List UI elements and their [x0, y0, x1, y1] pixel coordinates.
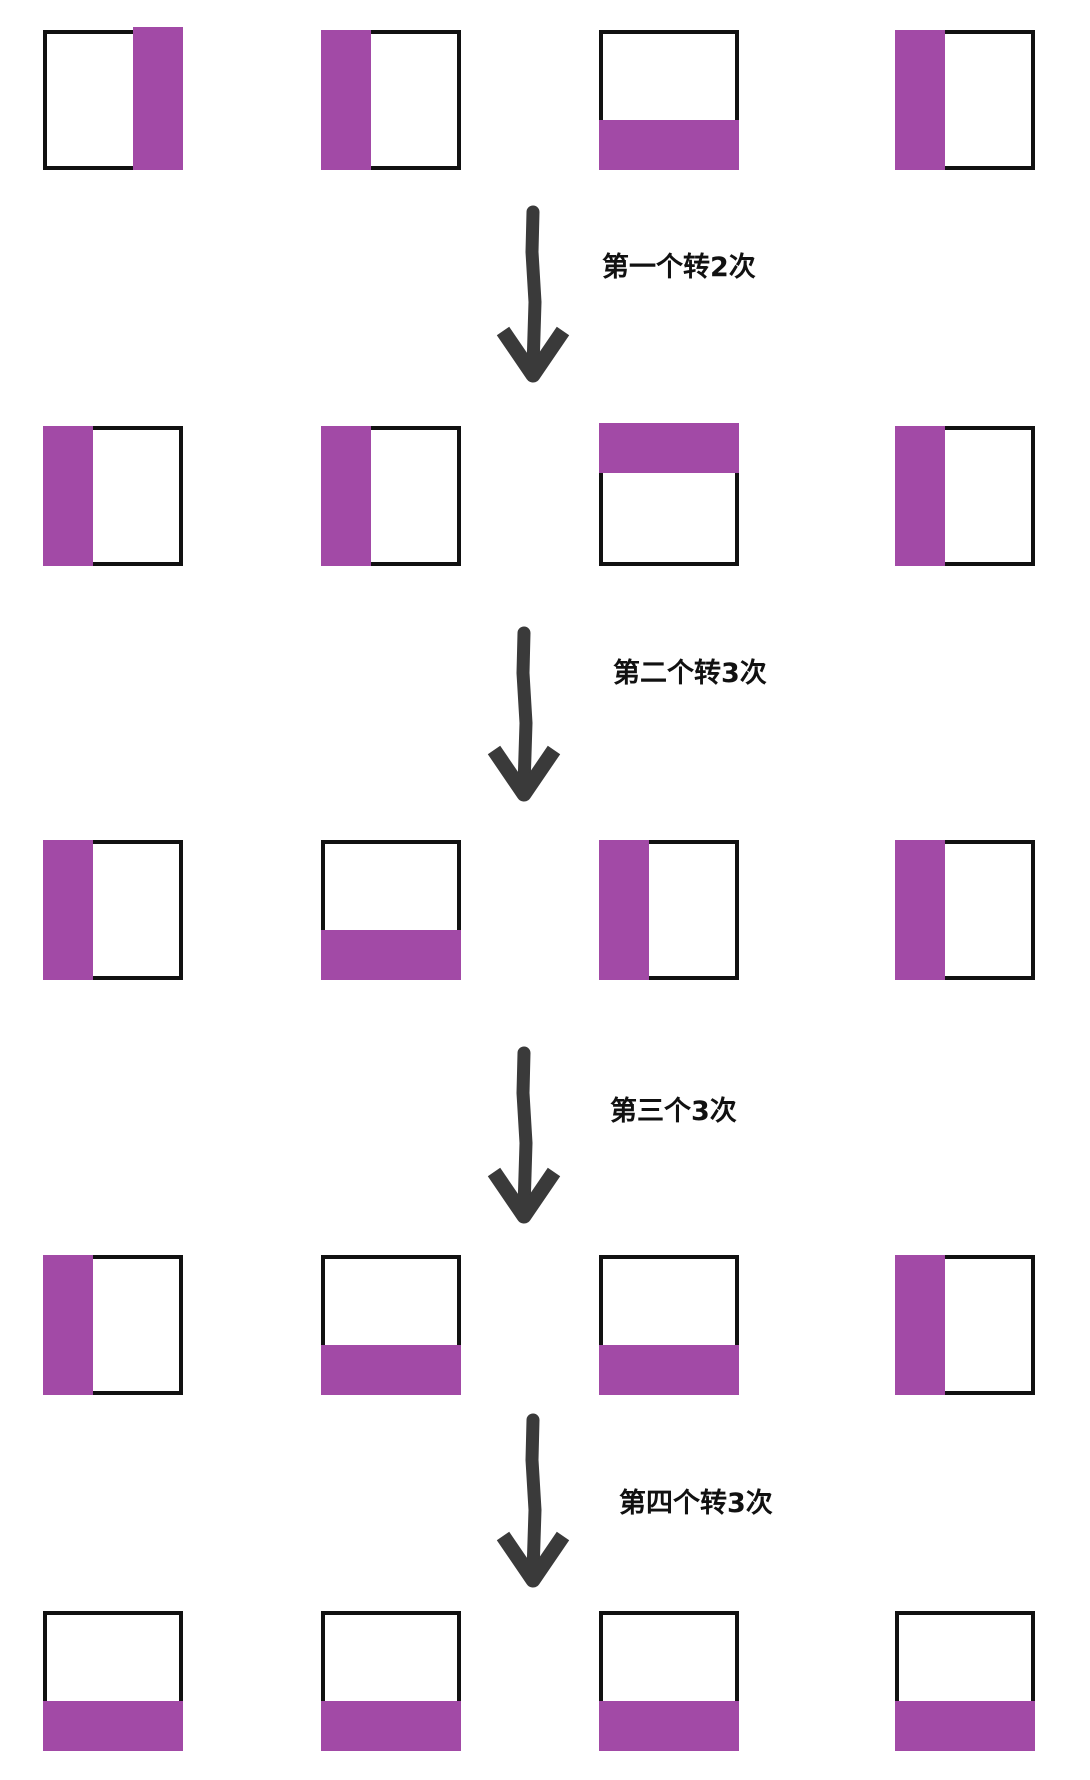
bar-left-r1-c4: [895, 30, 945, 170]
bar-left-r4-c1: [43, 1255, 93, 1395]
arrow-head-3: [487, 1167, 561, 1224]
arrow-shaft-3: [516, 1046, 533, 1215]
arrow-head-2: [487, 745, 561, 802]
bar-bottom-r1-c3: [599, 120, 739, 170]
arrow-shaft-2: [516, 626, 533, 793]
arrow-shaft-1: [525, 205, 542, 374]
bar-bottom-r4-c3: [599, 1345, 739, 1395]
bar-right-r1-c1: [133, 27, 183, 170]
bar-bottom-r5-c4: [895, 1701, 1035, 1751]
bar-bottom-r3-c2: [321, 930, 461, 980]
bar-bottom-r5-c3: [599, 1701, 739, 1751]
step-label-2: 第二个转3次: [613, 658, 767, 689]
bar-left-r3-c1: [43, 840, 93, 980]
step-label-3: 第三个3次: [610, 1096, 737, 1127]
bar-left-r2-c4: [895, 426, 945, 566]
bar-left-r2-c2: [321, 426, 371, 566]
bar-top-r2-c3: [599, 423, 739, 473]
arrow-shaft-4: [525, 1413, 542, 1579]
bar-bottom-r4-c2: [321, 1345, 461, 1395]
bar-bottom-r5-c2: [321, 1701, 461, 1751]
bar-left-r2-c1: [43, 426, 93, 566]
bar-left-r1-c2: [321, 30, 371, 170]
step-label-1: 第一个转2次: [602, 252, 756, 283]
bar-left-r3-c4: [895, 840, 945, 980]
bar-left-r4-c4: [895, 1255, 945, 1395]
bar-bottom-r5-c1: [43, 1701, 183, 1751]
step-label-4: 第四个转3次: [619, 1488, 773, 1519]
bar-left-r3-c3: [599, 840, 649, 980]
arrow-head-4: [496, 1531, 570, 1588]
arrow-head-1: [496, 326, 570, 383]
